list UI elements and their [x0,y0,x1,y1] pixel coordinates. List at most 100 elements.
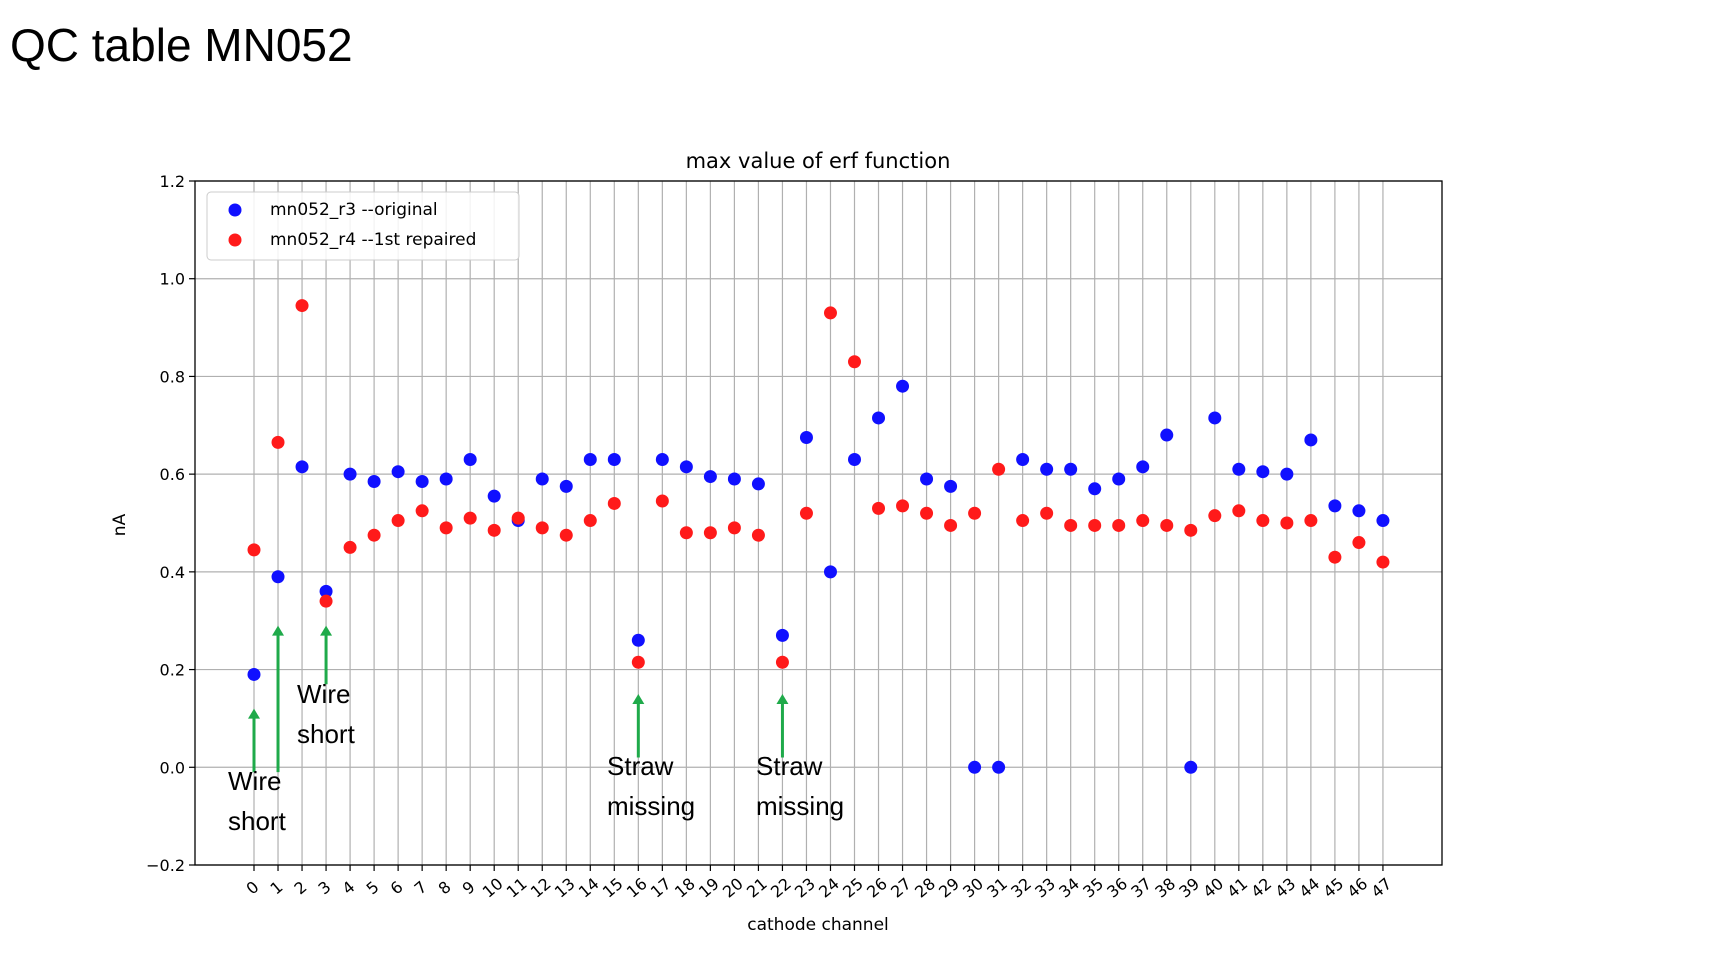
y-tick-label: 0.6 [160,465,185,484]
annotation-label: Wire [297,679,350,709]
data-point-original [1184,760,1198,774]
y-axis-ticks: −0.2 0.0 0.2 0.4 0.6 0.8 1.0 1.2 [146,172,195,875]
data-point-repaired [415,504,429,518]
x-tick-label: 5 [363,877,383,898]
data-point-repaired [1088,518,1102,532]
x-tick-label: 3 [315,877,335,898]
data-point-original [1232,462,1246,476]
data-point-repaired [1040,506,1054,520]
data-point-original [896,379,910,393]
y-tick-label: 0.4 [160,563,185,582]
x-tick-label: 6 [387,877,407,898]
y-axis-label: nA [110,513,130,536]
data-point-repaired [367,528,381,542]
data-point-repaired [872,501,886,515]
data-point-original [319,584,333,598]
data-point-repaired [271,435,285,449]
x-tick-label: 7 [411,877,431,898]
data-points [247,299,1390,774]
data-point-repaired [535,521,549,535]
annotation-label: short [297,719,356,749]
x-tick-label: 4 [339,877,359,898]
data-point-repaired [1160,518,1174,532]
legend-label-repaired: mn052_r4 --1st repaired [270,230,476,250]
data-point-repaired [968,506,982,520]
x-tick-label: 1 [266,877,286,898]
data-point-repaired [896,499,910,513]
annotation-arrow-head [776,694,789,704]
data-point-original [1136,460,1150,474]
data-point-original [1040,462,1054,476]
data-point-original [607,452,621,466]
data-point-repaired [992,462,1006,476]
data-point-original [1208,411,1222,425]
annotation-label: Straw [607,751,674,781]
data-point-original [1304,433,1318,447]
data-point-repaired [631,655,645,669]
data-point-original [968,760,982,774]
data-point-original [655,452,669,466]
data-point-original [559,479,573,493]
data-point-repaired [703,526,717,540]
data-point-repaired [1232,504,1246,518]
data-point-repaired [775,655,789,669]
data-point-original [823,565,837,579]
data-point-original [679,460,693,474]
annotation-arrow-head [272,625,285,636]
x-axis-label: cathode channel [747,915,889,935]
data-point-repaired [1184,523,1198,537]
data-point-repaired [1208,509,1222,523]
data-point-repaired [607,496,621,510]
data-point-original [535,472,549,486]
data-point-repaired [799,506,813,520]
data-point-repaired [655,494,669,508]
data-point-original [992,760,1006,774]
data-point-original [1256,465,1270,479]
data-point-repaired [944,518,958,532]
data-point-original [415,474,429,488]
data-point-original [727,472,741,486]
data-point-repaired [727,521,741,535]
data-point-repaired [1136,514,1150,528]
legend-label-original: mn052_r3 --original [270,200,438,220]
legend: mn052_r3 --original mn052_r4 --1st repai… [206,191,520,261]
data-point-repaired [391,514,405,528]
data-point-repaired [1256,514,1270,528]
annotation-arrow-head [248,708,260,719]
data-point-original [247,667,261,681]
x-tick-label: 47 [1368,874,1396,902]
data-point-original [271,570,285,584]
annotation-arrow-head [320,625,333,636]
data-point-original [775,628,789,642]
data-point-original [1376,514,1390,528]
legend-box [206,191,520,261]
legend-marker-original [228,203,242,217]
x-tick-label: 2 [290,877,310,898]
data-point-repaired [1352,536,1366,550]
data-point-repaired [1064,518,1078,532]
data-point-original [1352,504,1366,518]
data-point-original [1088,482,1102,496]
data-point-original [1112,472,1126,486]
data-point-original [583,452,597,466]
y-tick-label: −0.2 [146,856,185,875]
data-point-original [872,411,886,425]
data-point-original [703,470,717,484]
data-point-original [1160,428,1174,442]
x-tick-label: 8 [435,877,455,898]
data-point-original [920,472,934,486]
x-axis-ticks: 0 1 2 3 4 5 6 7 8 9 101112131415161718192021222324… [242,865,1395,902]
data-point-repaired [679,526,693,540]
data-point-repaired [295,299,309,313]
data-point-original [391,465,405,479]
data-point-original [463,452,477,466]
data-point-repaired [1376,555,1390,569]
annotation-label: Straw [756,751,823,781]
data-point-original [631,633,645,647]
data-point-repaired [1304,514,1318,528]
grid-lines [195,180,1442,866]
data-point-repaired [920,506,934,520]
data-point-repaired [848,355,861,369]
data-point-repaired [559,528,573,542]
